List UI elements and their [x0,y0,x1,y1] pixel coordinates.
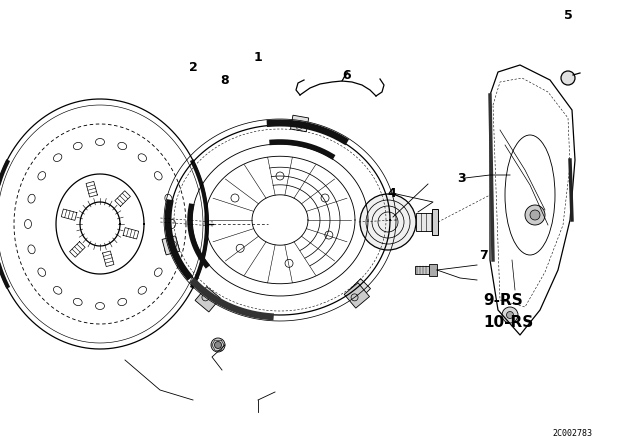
Bar [432,209,438,235]
Text: 7: 7 [479,249,488,262]
Circle shape [360,194,416,250]
Text: 6: 6 [342,69,351,82]
Circle shape [211,338,225,352]
Ellipse shape [505,135,555,255]
Polygon shape [344,283,369,308]
Circle shape [506,311,513,319]
Bar [415,266,429,274]
Text: 4: 4 [388,186,396,199]
Polygon shape [162,236,180,255]
Circle shape [561,71,575,85]
Text: 9-RS: 9-RS [483,293,523,307]
Bar [429,264,437,276]
Text: 3: 3 [457,172,465,185]
Circle shape [214,341,221,349]
Polygon shape [291,115,308,132]
Text: 1: 1 [253,51,262,64]
Text: 8: 8 [221,73,229,86]
Polygon shape [349,279,371,300]
Circle shape [530,210,540,220]
Circle shape [525,205,545,225]
Text: 5: 5 [564,9,572,22]
Text: 2C002783: 2C002783 [552,429,592,438]
Circle shape [502,307,518,323]
Text: 10-RS: 10-RS [483,314,533,329]
Text: 2: 2 [189,60,197,73]
Bar [416,213,436,231]
Polygon shape [195,287,220,312]
